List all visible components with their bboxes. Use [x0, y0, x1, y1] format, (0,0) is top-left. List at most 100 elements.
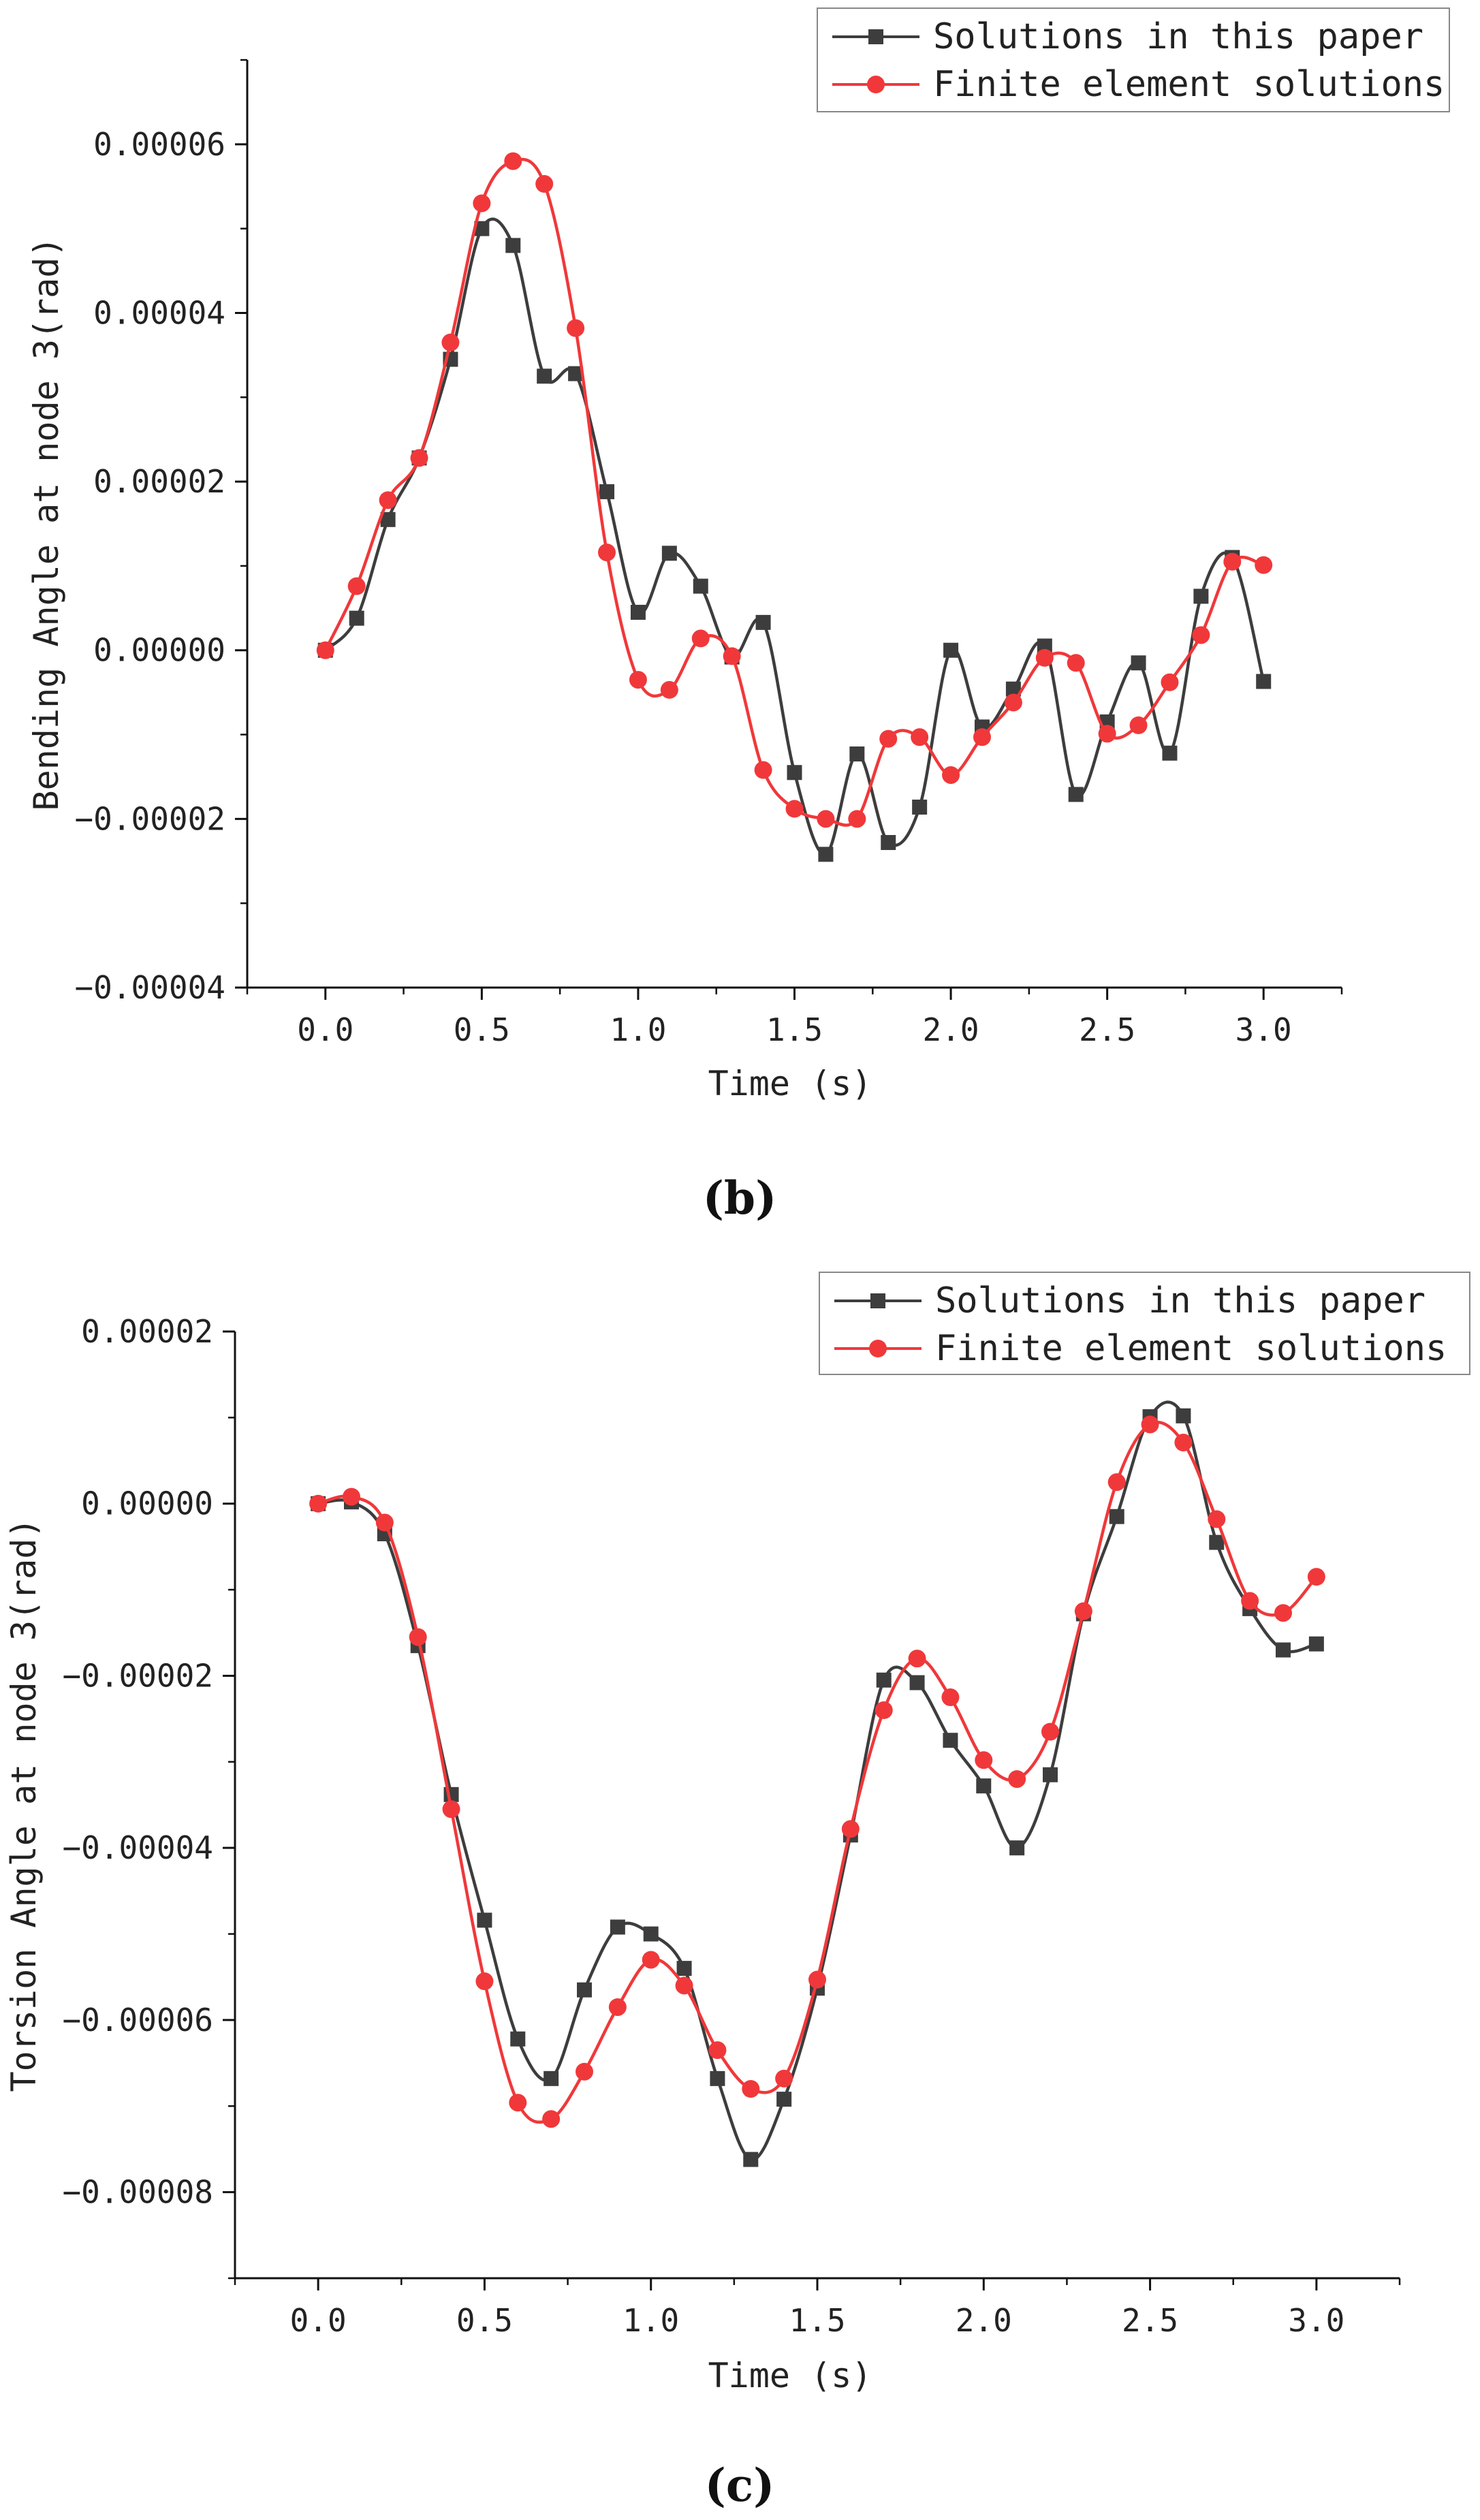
data-point-finite-element: [475, 1972, 494, 1991]
y-tick-label: 0.00000: [81, 1485, 213, 1522]
data-point-finite-element: [754, 761, 772, 779]
data-point-finite-element: [1141, 1415, 1159, 1434]
x-tick-label: 2.0: [923, 1011, 979, 1048]
data-point-finite-element: [848, 810, 866, 828]
x-tick-label: 0.0: [290, 2302, 347, 2339]
data-point-finite-element: [1035, 648, 1054, 667]
y-tick-label: −0.00002: [74, 800, 225, 837]
data-point-finite-element: [629, 671, 647, 689]
y-tick-label: −0.00008: [62, 2174, 213, 2211]
data-point-finite-element: [817, 810, 835, 828]
bending-angle-chart: 0.0 0.5 1.0 1.5 2.0 2.5 3.0 −0.00004 −0.00002 0.0…: [27, 7, 1450, 1103]
data-point-this-paper: [643, 1926, 659, 1942]
data-point-this-paper: [1193, 588, 1209, 604]
data-point-this-paper: [1005, 681, 1021, 697]
bending-chart-axes: [235, 59, 1343, 1000]
data-point-finite-element: [598, 544, 616, 562]
bending-legend-box: [817, 7, 1450, 112]
data-point-this-paper: [710, 2070, 725, 2086]
data-point-this-paper: [474, 221, 490, 236]
data-point-finite-element: [708, 2041, 727, 2060]
data-point-finite-element: [879, 729, 898, 748]
torsion-angle-chart: 0.0 0.5 1.0 1.5 2.0 2.5 3.0 −0.00008 −0.00006 −0.…: [4, 1272, 1470, 2395]
data-point-this-paper: [1176, 1408, 1191, 1423]
data-point-finite-element: [316, 641, 334, 659]
data-point-this-paper: [568, 366, 584, 381]
y-tick-label: 0.00002: [81, 1313, 213, 1350]
data-point-finite-element: [1129, 716, 1148, 734]
x-tick-label: 2.5: [1079, 1011, 1135, 1048]
data-point-this-paper: [1109, 1509, 1124, 1524]
data-point-this-paper: [776, 2092, 792, 2107]
bending-x-axis-title: Time (s): [708, 1064, 872, 1103]
data-point-this-paper: [976, 1778, 992, 1794]
panel-c-label: (c): [705, 2459, 775, 2512]
data-point-finite-element: [1161, 673, 1179, 691]
x-tick-label: 2.0: [956, 2302, 1012, 2339]
data-point-finite-element: [942, 766, 960, 784]
torsion-chart-axes: [223, 1330, 1401, 2290]
data-point-this-paper: [505, 238, 521, 253]
data-point-finite-element: [660, 680, 678, 699]
data-point-finite-element: [742, 2080, 760, 2098]
data-point-this-paper: [577, 1982, 592, 1998]
torsion-chart-tick-labels: 0.0 0.5 1.0 1.5 2.0 2.5 3.0 −0.00008 −0.00006 −0.…: [62, 1313, 1344, 2339]
data-point-finite-element: [1041, 1722, 1059, 1741]
bending-legend-label-this-paper: Solutions in this paper: [933, 16, 1423, 57]
y-tick-label: 0.00006: [93, 126, 225, 163]
torsion-chart-series: [309, 1400, 1325, 2167]
data-point-finite-element: [1098, 725, 1116, 743]
torsion-legend-marker-circle: [869, 1340, 887, 1357]
y-tick-label: −0.00002: [62, 1657, 213, 1694]
data-point-this-paper: [599, 484, 615, 499]
data-point-finite-element: [379, 491, 397, 509]
data-point-finite-element: [567, 319, 585, 337]
data-point-finite-element: [504, 152, 522, 170]
data-point-this-paper: [912, 800, 928, 815]
data-point-finite-element: [841, 1820, 860, 1838]
data-point-finite-element: [1192, 626, 1210, 644]
torsion-legend-label-this-paper: Solutions in this paper: [935, 1280, 1426, 1321]
bending-legend-label-finite-element: Finite element solutions: [933, 64, 1445, 105]
x-tick-label: 0.5: [454, 1011, 510, 1048]
data-point-finite-element: [1174, 1434, 1193, 1452]
y-tick-label: 0.00002: [93, 463, 225, 500]
series-line-finite-element: [324, 157, 1264, 827]
data-point-finite-element: [775, 2069, 793, 2088]
data-point-this-paper: [1043, 1767, 1058, 1782]
data-point-this-paper: [818, 847, 834, 862]
data-point-finite-element: [1255, 556, 1273, 574]
data-point-this-paper: [1037, 638, 1052, 654]
data-point-this-paper: [380, 511, 396, 527]
data-point-finite-element: [1067, 654, 1085, 672]
data-point-this-paper: [743, 2152, 759, 2167]
data-point-finite-element: [410, 449, 428, 467]
data-point-finite-element: [1223, 552, 1242, 571]
data-point-finite-element: [509, 2094, 527, 2112]
x-tick-label: 0.5: [456, 2302, 513, 2339]
torsion-y-axis-title: Torsion Angle at node 3(rad): [4, 1518, 44, 2092]
data-point-this-paper: [943, 1733, 958, 1748]
data-point-this-paper: [755, 614, 771, 630]
data-point-this-paper: [661, 546, 677, 561]
torsion-legend-box: [819, 1272, 1470, 1375]
x-tick-label: 3.0: [1288, 2302, 1344, 2339]
data-point-finite-element: [1241, 1592, 1259, 1610]
data-point-finite-element: [691, 629, 710, 648]
bending-y-axis-title: Bending Angle at node 3(rad): [27, 237, 66, 811]
x-tick-label: 1.5: [789, 2302, 845, 2339]
data-point-finite-element: [785, 800, 804, 818]
data-point-finite-element: [941, 1688, 960, 1707]
data-point-finite-element: [875, 1701, 893, 1719]
torsion-legend-marker-square: [870, 1293, 885, 1308]
data-point-finite-element: [542, 2110, 561, 2128]
torsion-legend: Solutions in this paper Finite element s…: [819, 1272, 1470, 1375]
data-point-finite-element: [1274, 1604, 1292, 1622]
data-point-this-paper: [1131, 655, 1146, 671]
data-point-this-paper: [849, 746, 865, 762]
data-point-finite-element: [723, 647, 741, 665]
y-tick-label: −0.00004: [62, 1829, 213, 1866]
data-point-finite-element: [409, 1628, 427, 1646]
data-point-finite-element: [1107, 1473, 1126, 1492]
